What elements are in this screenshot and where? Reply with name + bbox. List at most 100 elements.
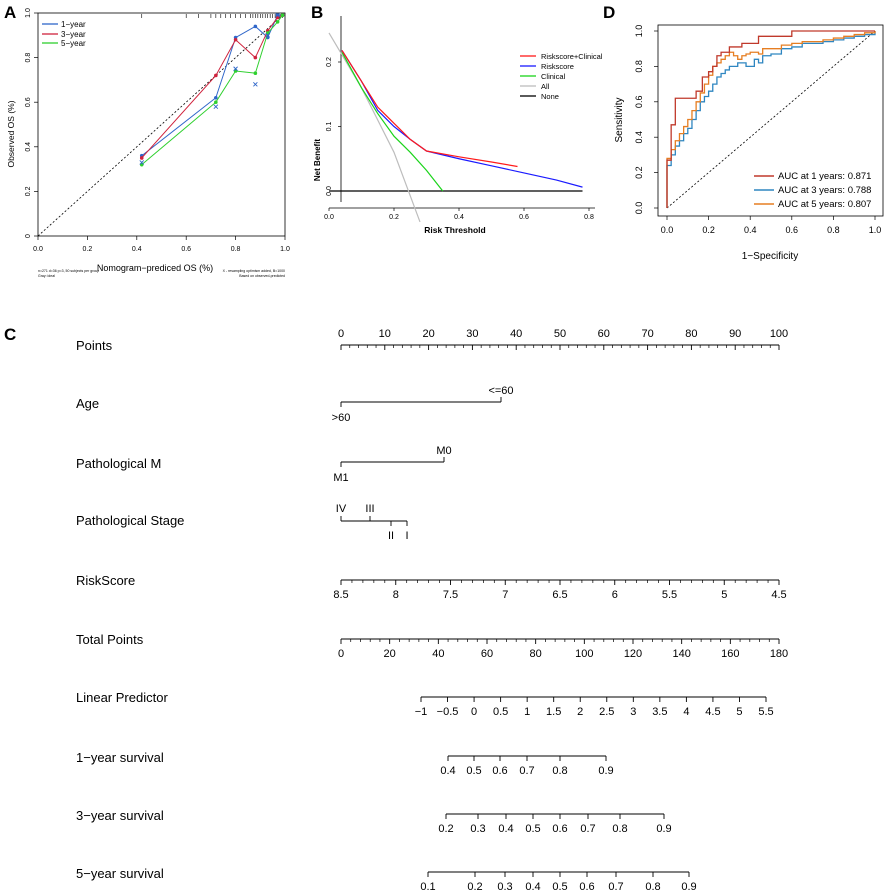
pathological-stage-label-i: I — [405, 530, 408, 542]
linear-predictor-scale-tick-label: 3 — [630, 706, 636, 718]
roc-x-tick-label: 1.0 — [869, 225, 882, 235]
calibration-line-3-year — [141, 14, 283, 159]
linear-predictor-scale-tick-label: 5 — [736, 706, 742, 718]
survival-1-year-scale-tick-label: 0.5 — [466, 765, 481, 777]
riskscore-scale-tick-label: 4.5 — [771, 589, 786, 601]
nomogram-row-total-points: Total Points — [76, 632, 144, 647]
nomogram-row-pathological-stage: Pathological Stage — [76, 513, 184, 528]
calibration-point-5-year — [253, 71, 258, 76]
roc-legend: AUC at 1 years: 0.871 AUC at 3 years: 0.… — [754, 171, 871, 210]
survival-5-year-scale-tick-label: 0.4 — [525, 881, 540, 893]
roc-x-tick-label: 0.6 — [786, 225, 799, 235]
calibration-footnote-right-2: Based on observed-predicted — [239, 274, 285, 278]
roc-y-tick-label: 0.8 — [634, 60, 644, 73]
total-points-scale-tick-label: 140 — [672, 648, 690, 660]
calibration-rug — [141, 14, 283, 18]
calibration-corrected-marker — [139, 160, 145, 165]
legend-5-year: 5−year — [61, 39, 86, 48]
calibration-footnote-right-1: X - resampling optimism added, B=1000 — [223, 269, 285, 273]
calibration-point-3-year — [233, 37, 238, 42]
calibration-y-label: Observed OS (%) — [6, 100, 16, 167]
points-scale-tick-label: 30 — [466, 328, 478, 340]
total-points-scale-tick-label: 80 — [530, 648, 542, 660]
total-points-scale-tick-label: 160 — [721, 648, 739, 660]
roc-curve-auc-at-5-years-0-807 — [666, 31, 876, 208]
survival-3-year-scale-tick-label: 0.6 — [552, 823, 567, 835]
pathological-m-label-m0: M0 — [436, 445, 451, 457]
dca-x-tick-label: 0.4 — [454, 214, 464, 221]
points-scale-tick-label: 10 — [379, 328, 391, 340]
survival-1-year-scale-tick-label: 0.9 — [598, 765, 613, 777]
nomogram-row-3-year-survival: 3−year survival — [76, 808, 164, 823]
points-scale-tick-label: 20 — [422, 328, 434, 340]
roc-x-tick-label: 0.8 — [827, 225, 840, 235]
linear-predictor-scale-tick-label: 2.5 — [599, 706, 614, 718]
points-scale-tick-label: 50 — [554, 328, 566, 340]
legend-riskscore: Riskscore — [541, 62, 574, 71]
linear-predictor-scale-tick-label: 0 — [471, 706, 477, 718]
survival-3-year-scale-tick-label: 0.7 — [580, 823, 595, 835]
riskscore-scale-tick-label: 8.5 — [333, 589, 348, 601]
roc-y-label: Sensitivity — [614, 97, 625, 142]
legend-auc-5-year: AUC at 5 years: 0.807 — [778, 199, 871, 210]
nomogram-row-1-year-survival: 1−year survival — [76, 750, 164, 765]
calibration-corrected-marker — [233, 66, 238, 72]
dca-legend: Riskscore+Clinical Riskscore Clinical Al… — [520, 52, 603, 101]
calibration-legend: 1−year 3−year 5−year — [42, 20, 86, 48]
legend-none: None — [541, 92, 559, 101]
age-label-gt60: >60 — [332, 412, 351, 424]
pathological-m-label-m1: M1 — [333, 472, 348, 484]
age-label-le60: <=60 — [488, 385, 513, 397]
calibration-x-label: Nomogram−prediced OS (%) — [97, 263, 213, 273]
survival-1-year-scale-tick-label: 0.6 — [492, 765, 507, 777]
riskscore-scale-tick-label: 8 — [393, 589, 399, 601]
total-points-scale-tick-label: 20 — [384, 648, 396, 660]
roc-plot: 0.0 0.2 0.4 0.6 0.8 1.0 0.0 0.2 0.4 0.6 0.8 1.0 AUC… — [614, 24, 884, 262]
survival-1-year-scale-tick-label: 0.7 — [519, 765, 534, 777]
survival-5-year-scale-tick-label: 0.7 — [608, 881, 623, 893]
survival-5-year-scale-tick-label: 0.5 — [552, 881, 567, 893]
dca-line-riskscore-clinical — [341, 50, 518, 168]
riskscore-scale-tick-label: 5.5 — [662, 589, 677, 601]
calibration-footnote-left-1: n=271 d=36 p=3, 50 subjects per group — [38, 269, 99, 273]
points-scale-tick-label: 0 — [338, 328, 344, 340]
legend-auc-1-year: AUC at 1 years: 0.871 — [778, 171, 871, 182]
survival-5-year-scale-tick-label: 0.6 — [579, 881, 594, 893]
total-points-scale-tick-label: 60 — [481, 648, 493, 660]
panel-label-c: C — [4, 325, 16, 344]
calibration-plot: 0.0 0.2 0.4 0.6 0.8 1.0 0 0.2 0.4 0.6 0.8 1.0 1−yea… — [6, 8, 290, 278]
calibration-x-tick-label: 0.8 — [231, 246, 241, 253]
panel-label-b: B — [311, 3, 323, 22]
legend-3-year: 3−year — [61, 30, 86, 39]
calibration-footnote-left-2: Gray: ideal — [38, 274, 55, 278]
riskscore-scale-tick-label: 7.5 — [443, 589, 458, 601]
nomogram-row-points: Points — [76, 338, 113, 353]
survival-5-year-scale-tick-label: 0.3 — [497, 881, 512, 893]
calibration-y-tick-label: 0.2 — [25, 186, 32, 196]
calibration-point-1-year — [214, 95, 218, 100]
survival-5-year-scale-tick-label: 0.8 — [645, 881, 660, 893]
roc-y-tick-label: 0.2 — [634, 166, 644, 179]
survival-3-year-scale-tick-label: 0.8 — [612, 823, 627, 835]
calibration-x-tick-label: 0.4 — [132, 246, 142, 253]
linear-predictor-scale-tick-label: 1 — [524, 706, 530, 718]
calibration-frame — [37, 12, 286, 237]
survival-5-year-scale-tick-label: 0.9 — [681, 881, 696, 893]
linear-predictor-scale-tick-label: 5.5 — [758, 706, 773, 718]
calibration-x-tick-label: 0.0 — [33, 246, 43, 253]
roc-x-tick-label: 0.4 — [744, 225, 757, 235]
points-scale-tick-label: 60 — [598, 328, 610, 340]
pathological-stage-label-iv: IV — [336, 503, 347, 515]
linear-predictor-scale-tick-label: 4.5 — [705, 706, 720, 718]
points-scale-tick-label: 70 — [641, 328, 653, 340]
calibration-corrected-marker — [213, 104, 219, 109]
calibration-x-tick-label: 0.6 — [181, 246, 191, 253]
riskscore-scale-tick-label: 7 — [502, 589, 508, 601]
total-points-scale-tick-label: 180 — [770, 648, 788, 660]
calibration-ideal-line — [37, 12, 286, 237]
survival-3-year-scale-tick-label: 0.5 — [525, 823, 540, 835]
points-scale-tick-label: 80 — [685, 328, 697, 340]
points-scale-tick-label: 90 — [729, 328, 741, 340]
calibration-corrected-marker — [265, 32, 271, 38]
calibration-point-3-year — [214, 73, 218, 78]
